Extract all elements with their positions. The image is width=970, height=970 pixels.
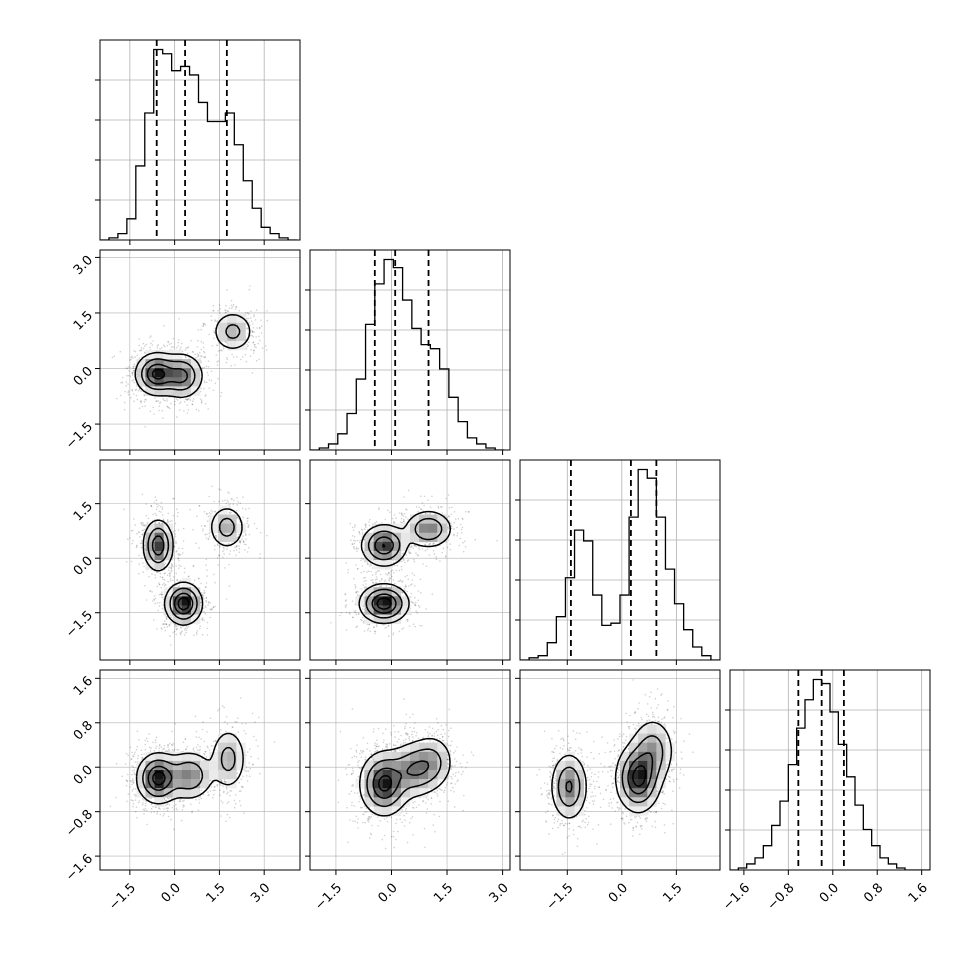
x-tick-label-0-0: −1.5 bbox=[106, 881, 139, 914]
joint-0-3-contour-0 bbox=[135, 732, 244, 805]
joint-0-1-frame bbox=[99, 249, 301, 451]
joint-panel-0-3 bbox=[99, 669, 301, 871]
joint-0-3-contour-1 bbox=[142, 746, 236, 798]
y-tick-label-2-1: 0.0 bbox=[71, 554, 96, 579]
joint-0-2-contour-0 bbox=[142, 508, 243, 626]
marginal-1-histogram bbox=[310, 258, 505, 450]
joint-0-1-contour-1 bbox=[140, 323, 241, 391]
joint-0-2-contour-2 bbox=[151, 535, 194, 615]
x-tick-label-3-1: −0.8 bbox=[765, 881, 798, 914]
joint-0-2-frame bbox=[99, 459, 301, 661]
y-tick-label-3-2: 0.0 bbox=[71, 763, 96, 788]
joint-2-3-frame bbox=[519, 669, 721, 871]
x-tick-label-0-1: 0.0 bbox=[159, 881, 184, 906]
joint-2-3-contour-3 bbox=[632, 765, 647, 787]
joint-panel-0-2 bbox=[99, 459, 301, 661]
x-tick-label-0-2: 1.5 bbox=[203, 881, 228, 906]
joint-1-3-contour-0 bbox=[358, 737, 451, 817]
joint-panel-2-3 bbox=[519, 669, 721, 871]
joint-1-2-contour-3 bbox=[376, 543, 392, 610]
joint-0-1-contour-3 bbox=[151, 368, 166, 380]
y-tick-label-3-0: −1.6 bbox=[63, 852, 96, 885]
joint-1-3-density bbox=[355, 742, 447, 816]
marginal-3-histogram bbox=[730, 678, 930, 870]
x-tick-label-3-0: −1.6 bbox=[720, 881, 753, 914]
joint-panel-1-3 bbox=[309, 669, 511, 871]
marginal-panel-1 bbox=[305, 249, 511, 451]
y-tick-label-2-2: 1.5 bbox=[71, 499, 96, 524]
joint-2-3-contour-0 bbox=[551, 721, 673, 819]
marginal-2-histogram bbox=[520, 468, 720, 660]
marginal-panel-3 bbox=[725, 669, 931, 871]
marginal-0-frame bbox=[99, 39, 301, 241]
joint-0-3-contour-3 bbox=[152, 771, 166, 786]
x-tick-label-1-3: 3.0 bbox=[487, 881, 512, 906]
joint-1-2-contour-0 bbox=[358, 510, 452, 625]
joint-1-2-scatter bbox=[330, 489, 498, 637]
x-tick-label-1-1: 0.0 bbox=[376, 881, 401, 906]
y-tick-label-2-0: −1.5 bbox=[63, 608, 96, 641]
joint-0-2-contour-1 bbox=[147, 517, 235, 620]
x-tick-label-2-1: 0.0 bbox=[606, 881, 631, 906]
joint-1-3-contour-2 bbox=[372, 760, 430, 799]
marginal-0-histogram bbox=[100, 48, 298, 240]
joint-0-1-contour-0 bbox=[134, 313, 251, 399]
joint-0-2-contour-3 bbox=[177, 596, 190, 611]
y-tick-label-1-3: 3.0 bbox=[71, 253, 96, 278]
joint-1-2-contour-2 bbox=[371, 536, 397, 614]
marginal-3-frame bbox=[729, 669, 931, 871]
x-tick-label-2-0: −1.5 bbox=[544, 881, 577, 914]
joint-0-3-contour-2 bbox=[147, 765, 173, 791]
y-tick-label-1-1: 0.0 bbox=[71, 364, 96, 389]
x-tick-label-2-2: 1.5 bbox=[660, 881, 685, 906]
y-tick-label-3-3: 0.8 bbox=[71, 718, 96, 743]
x-tick-label-3-2: 0.0 bbox=[817, 881, 842, 906]
joint-0-3-frame bbox=[99, 669, 301, 871]
joint-1-3-contour-3 bbox=[378, 774, 393, 792]
joint-1-2-frame bbox=[309, 459, 511, 661]
x-tick-label-3-4: 1.6 bbox=[906, 881, 931, 906]
joint-panel-0-1 bbox=[99, 249, 301, 451]
x-tick-label-0-3: 3.0 bbox=[248, 881, 273, 906]
x-tick-label-3-3: 0.8 bbox=[861, 881, 886, 906]
y-tick-label-1-0: −1.5 bbox=[63, 420, 96, 453]
joint-0-2-density bbox=[145, 505, 246, 624]
marginal-panel-2 bbox=[515, 459, 721, 661]
y-tick-label-3-1: −0.8 bbox=[63, 807, 96, 840]
marginal-2-frame bbox=[519, 459, 721, 661]
joint-1-3-contour-1 bbox=[366, 748, 442, 808]
joint-2-3-contour-1 bbox=[557, 735, 664, 807]
joint-1-2-contour-1 bbox=[365, 517, 443, 619]
joint-2-3-contour-2 bbox=[565, 752, 654, 795]
joint-1-3-frame bbox=[309, 669, 511, 871]
marginal-1-frame bbox=[309, 249, 511, 451]
marginal-panel-0 bbox=[95, 39, 301, 241]
joint-panel-1-2 bbox=[309, 459, 511, 661]
y-tick-label-1-2: 1.5 bbox=[71, 308, 96, 333]
joint-0-1-contour-2 bbox=[146, 363, 189, 385]
x-tick-label-1-2: 1.5 bbox=[431, 881, 456, 906]
x-tick-label-1-0: −1.5 bbox=[312, 881, 345, 914]
y-tick-label-3-4: 1.6 bbox=[71, 674, 96, 699]
